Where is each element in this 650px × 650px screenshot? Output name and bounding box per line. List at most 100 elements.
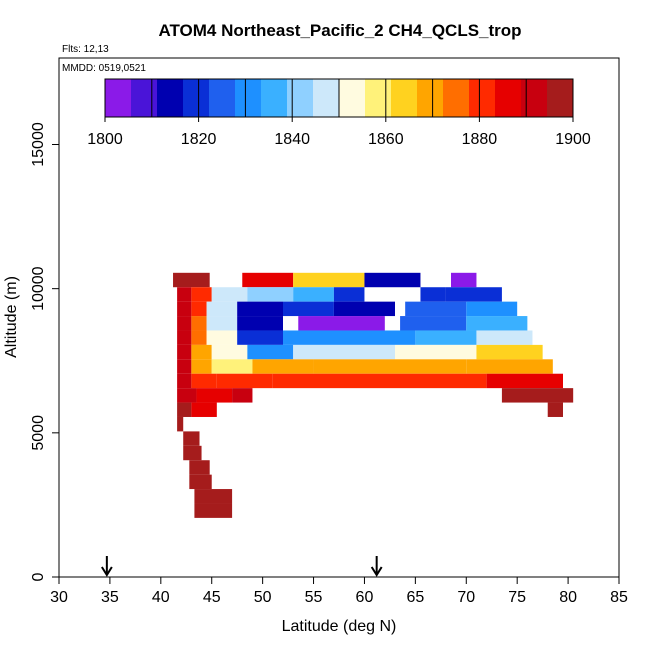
heatmap-cell bbox=[364, 272, 421, 288]
colorbar-segment bbox=[235, 79, 262, 117]
heatmap-cell bbox=[501, 388, 574, 403]
heatmap-cell bbox=[293, 344, 395, 360]
y-axis-tick-label: 5000 bbox=[30, 415, 47, 451]
x-axis-tick-label: 85 bbox=[610, 589, 628, 606]
heatmap-cell bbox=[293, 287, 334, 302]
latitude-marker-arrow-head bbox=[370, 566, 383, 577]
x-axis-tick-label: 50 bbox=[254, 589, 272, 606]
colorbar-segment bbox=[417, 79, 444, 117]
x-axis-label: Latitude (deg N) bbox=[282, 618, 397, 635]
heatmap-cell bbox=[191, 316, 207, 331]
heatmap-cell bbox=[486, 373, 563, 389]
heatmap-cell bbox=[237, 301, 283, 317]
colorbar-tick-label: 1860 bbox=[368, 131, 404, 148]
heatmap-cell bbox=[191, 359, 212, 374]
x-axis-tick-label: 40 bbox=[152, 589, 170, 606]
colorbar: 1800 1820 1840 1860 1880 1900 bbox=[87, 78, 591, 148]
heatmap-cell bbox=[237, 330, 283, 345]
heatmap-cell bbox=[191, 287, 212, 302]
heatmap-cell bbox=[183, 445, 202, 461]
heatmap-cell bbox=[194, 503, 233, 518]
x-axis-tick-label: 35 bbox=[101, 589, 119, 606]
colorbar-segment bbox=[495, 79, 522, 117]
heatmap-cell bbox=[206, 301, 238, 317]
heatmap-cell bbox=[547, 402, 563, 417]
heatmap-cell bbox=[476, 330, 533, 345]
heatmap-cell bbox=[177, 287, 192, 302]
colorbar-segment bbox=[547, 79, 574, 117]
colorbar-segment bbox=[209, 79, 236, 117]
flights-label: Flts: 12,13 bbox=[62, 44, 109, 55]
colorbar-tick-label: 1820 bbox=[181, 131, 217, 148]
colorbar-tick-label: 1840 bbox=[274, 131, 310, 148]
y-axis-label: Altitude (m) bbox=[3, 276, 20, 358]
heatmap-cell bbox=[476, 344, 543, 360]
x-axis-tick-label: 60 bbox=[356, 589, 374, 606]
heatmap-cell bbox=[420, 287, 446, 302]
heatmap-cell bbox=[333, 287, 365, 302]
heatmap-cells bbox=[173, 272, 574, 518]
colorbar-segment bbox=[313, 79, 340, 117]
heatmap-cell bbox=[177, 388, 197, 403]
heatmap-cell bbox=[211, 359, 253, 374]
plot-area-frame bbox=[58, 57, 620, 578]
heatmap-cell bbox=[177, 373, 192, 389]
heatmap-cell bbox=[451, 272, 477, 288]
heatmap-cell bbox=[242, 272, 294, 288]
heatmap-cell bbox=[189, 474, 212, 490]
colorbar-segment bbox=[339, 79, 366, 117]
y-axis-tick-label: 10000 bbox=[30, 266, 47, 311]
colorbar-tick-label: 1800 bbox=[87, 131, 123, 148]
heatmap-cell bbox=[247, 344, 294, 360]
heatmap-cell bbox=[283, 330, 416, 345]
heatmap-cell bbox=[206, 330, 238, 345]
colorbar-segment bbox=[365, 79, 392, 117]
colorbar-tick-label: 1900 bbox=[555, 131, 591, 148]
colorbar-segment bbox=[287, 79, 314, 117]
heatmap-cell bbox=[400, 316, 467, 331]
chart-title: ATOM4 Northeast_Pacific_2 CH4_QCLS_trop bbox=[158, 21, 521, 40]
heatmap-cell bbox=[177, 344, 192, 360]
x-axis: 30 35 40 45 50 55 60 65 70 75 80 85 bbox=[50, 577, 628, 606]
heatmap-cell bbox=[216, 373, 273, 389]
x-axis-tick-label: 45 bbox=[203, 589, 221, 606]
heatmap-cell bbox=[313, 359, 467, 374]
x-axis-tick-label: 55 bbox=[305, 589, 323, 606]
heatmap-cell bbox=[232, 388, 253, 403]
flight-markers bbox=[101, 556, 383, 577]
x-axis-tick-label: 70 bbox=[457, 589, 475, 606]
y-axis: 0 5000 10000 15000 bbox=[30, 122, 59, 581]
mmdd-label: MMDD: 0519,0521 bbox=[62, 63, 146, 74]
heatmap-cell bbox=[173, 272, 210, 288]
colorbar-segment bbox=[443, 79, 470, 117]
colorbar-segment bbox=[105, 79, 132, 117]
heatmap-cell bbox=[177, 416, 184, 432]
colorbar-tick-label: 1880 bbox=[462, 131, 498, 148]
heatmap-cell bbox=[272, 373, 395, 389]
heatmap-cell bbox=[395, 373, 487, 389]
x-axis-tick-label: 30 bbox=[50, 589, 68, 606]
heatmap-cell bbox=[466, 316, 528, 331]
heatmap-cell bbox=[395, 344, 477, 360]
heatmap-cell bbox=[298, 316, 385, 331]
heatmap-cell bbox=[466, 301, 518, 317]
heatmap-cell bbox=[177, 402, 192, 417]
heatmap-cell bbox=[177, 316, 192, 331]
heatmap-cell bbox=[211, 344, 248, 360]
colorbar-segment bbox=[391, 79, 418, 117]
heatmap-cell bbox=[206, 316, 238, 331]
heatmap-cell bbox=[247, 287, 294, 302]
heatmap-cell bbox=[194, 489, 233, 504]
heatmap-cell bbox=[333, 301, 395, 317]
heatmap-cell bbox=[283, 301, 334, 317]
heatmap-cell bbox=[445, 287, 502, 302]
heatmap-cell bbox=[191, 301, 207, 317]
heatmap-cell bbox=[177, 330, 192, 345]
heatmap-cell bbox=[211, 287, 248, 302]
heatmap-cell bbox=[293, 272, 365, 288]
heatmap-cell bbox=[177, 301, 192, 317]
x-axis-tick-label: 80 bbox=[559, 589, 577, 606]
y-axis-tick-label: 15000 bbox=[30, 122, 47, 167]
heatmap-cell bbox=[237, 316, 283, 331]
